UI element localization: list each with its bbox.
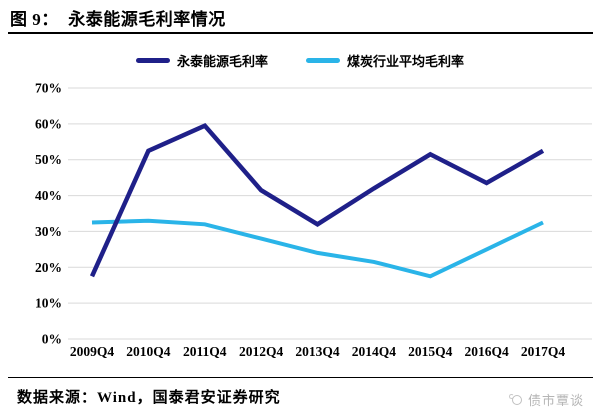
legend-label: 永泰能源毛利率 — [176, 54, 268, 69]
x-tick-label-2011Q4: 2011Q4 — [183, 344, 227, 359]
y-tick-label-60%: 60% — [35, 116, 62, 131]
legend: 永泰能源毛利率 煤炭行业平均毛利率 — [0, 51, 600, 70]
x-tick-label-2012Q4: 2012Q4 — [239, 344, 284, 359]
x-tick-label-2014Q4: 2014Q4 — [352, 344, 397, 359]
legend-item-0: 永泰能源毛利率 — [135, 51, 268, 70]
legend-label: 煤炭行业平均毛利率 — [347, 54, 465, 69]
y-tick-label-70%: 70% — [35, 81, 62, 96]
x-tick-label-2013Q4: 2013Q4 — [295, 344, 340, 359]
series-line-永泰能源毛利率 — [89, 122, 545, 278]
x-tick-label-2017Q4: 2017Q4 — [521, 344, 566, 359]
watermark: 债市覃谈 — [508, 390, 584, 409]
y-tick-label-40%: 40% — [35, 188, 62, 203]
x-tick-label-2010Q4: 2010Q4 — [126, 344, 171, 359]
chart-title: 图 9： 永泰能源毛利率情况 — [10, 10, 226, 29]
y-tick-label-0%: 0% — [42, 332, 62, 347]
y-tick-label-10%: 10% — [35, 296, 62, 311]
y-tick-label-20%: 20% — [35, 260, 62, 275]
y-tick-label-30%: 30% — [35, 224, 62, 239]
legend-line-swatch — [306, 58, 340, 63]
title-divider — [8, 32, 593, 34]
x-tick-label-2009Q4: 2009Q4 — [70, 344, 115, 359]
legend-item-1: 煤炭行业平均毛利率 — [306, 51, 464, 70]
x-tick-label-2015Q4: 2015Q4 — [408, 344, 453, 359]
y-tick-label-50%: 50% — [35, 152, 62, 167]
watermark-label: 债市覃谈 — [527, 393, 584, 408]
series-line-煤炭行业平均毛利率 — [91, 218, 544, 279]
legend-line-swatch — [135, 58, 170, 63]
footer-divider — [8, 377, 593, 378]
data-source-note: 数据来源：Wind，国泰君安证券研究 — [17, 390, 281, 406]
watermark-logo-icon — [508, 393, 523, 406]
x-tick-label-2016Q4: 2016Q4 — [464, 344, 509, 359]
